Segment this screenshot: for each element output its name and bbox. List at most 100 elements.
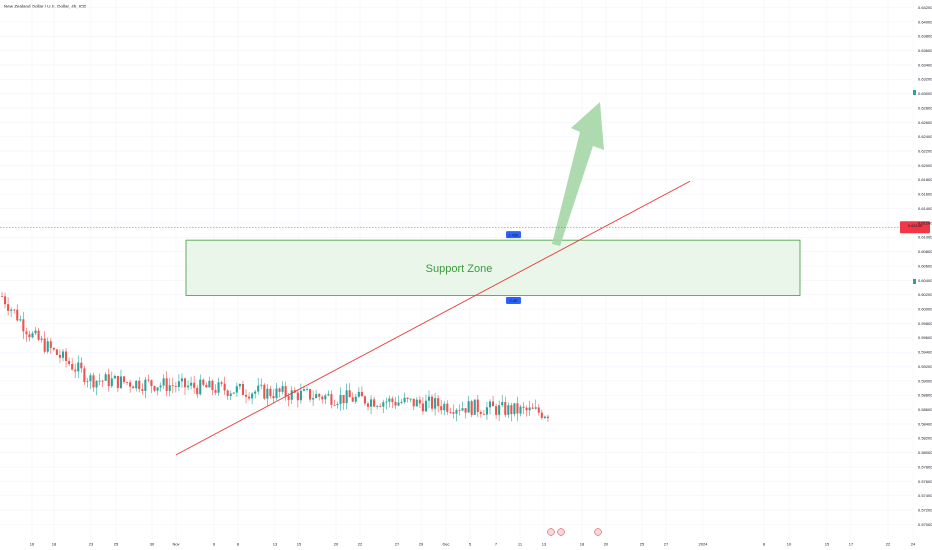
candle-body xyxy=(55,349,58,355)
candle-body xyxy=(516,403,519,414)
candle-body xyxy=(467,401,470,413)
candle-body xyxy=(199,379,202,395)
candles xyxy=(0,291,549,422)
candle-body xyxy=(217,382,220,393)
candle-body xyxy=(345,390,348,404)
x-tick-label: 25 xyxy=(114,542,119,547)
x-tick-label: 20 xyxy=(604,542,609,547)
candle-body xyxy=(162,378,165,386)
markers: 2.42K 2.4K xyxy=(506,231,521,304)
x-tick-label: Dec xyxy=(442,542,449,547)
candle-body xyxy=(113,375,116,379)
candle-body xyxy=(144,379,147,391)
candle-body xyxy=(214,390,217,393)
event-flag-icon xyxy=(594,528,602,536)
arrow-shape xyxy=(552,102,604,246)
candle-body xyxy=(452,412,455,414)
candle-body xyxy=(275,388,278,399)
candle-body xyxy=(424,400,427,412)
candle-body xyxy=(10,309,13,311)
marker-top[interactable] xyxy=(506,231,521,239)
candle-body xyxy=(77,362,80,372)
candle-body xyxy=(376,405,379,407)
grid xyxy=(0,0,914,540)
candle-body xyxy=(223,383,226,391)
y-tick-label: 0.62600 xyxy=(918,120,932,125)
candle-body xyxy=(119,376,122,389)
candle-body xyxy=(397,402,400,406)
x-tick-label: 5 xyxy=(469,542,472,547)
candle-body xyxy=(321,396,324,400)
candle-body xyxy=(412,398,415,407)
candle-body xyxy=(488,401,492,408)
y-tick-label: 0.60600 xyxy=(918,263,932,268)
x-tick-label: 29 xyxy=(419,542,424,547)
y-tick-label: 0.63000 xyxy=(918,91,932,96)
candle-body xyxy=(241,383,244,395)
candle-body xyxy=(312,398,315,400)
candle-body xyxy=(13,309,16,311)
y-tick-label: 0.58600 xyxy=(918,407,932,412)
candle-body xyxy=(534,407,537,409)
candle-body xyxy=(98,380,101,382)
candle-body xyxy=(147,379,150,381)
x-tick-label: 10 xyxy=(787,542,792,547)
candle-body xyxy=(318,394,321,397)
candle-body xyxy=(461,408,464,411)
candle-body xyxy=(205,384,208,388)
candle-body xyxy=(513,403,516,415)
candle-body xyxy=(546,416,549,419)
y-tick-label: 0.62200 xyxy=(918,149,932,154)
candle-body xyxy=(296,392,299,401)
candle-body xyxy=(351,397,354,402)
candle-body xyxy=(284,386,287,397)
candle-body xyxy=(138,380,141,390)
candle-body xyxy=(126,381,129,383)
up-arrow[interactable] xyxy=(552,102,604,246)
candle-body xyxy=(434,398,437,409)
candle-body xyxy=(40,338,43,340)
marker-bottom-label: 2.4K xyxy=(509,298,518,303)
x-tick-label: 24 xyxy=(911,542,916,547)
candle-body xyxy=(74,369,77,372)
trendline[interactable] xyxy=(175,180,691,456)
y-tick-label: 0.59400 xyxy=(918,350,932,355)
candle-body xyxy=(406,397,409,399)
price-tag-label: 0.61140 xyxy=(908,223,923,228)
y-tick-label: 0.58200 xyxy=(918,436,932,441)
y-tick-label: 0.59600 xyxy=(918,335,932,340)
y-tick-label: 0.61200 xyxy=(918,220,932,225)
price-axis[interactable]: 0.64200 0.64000 0.63800 0.63600 0.63400 0.632… xyxy=(913,5,932,527)
candle-body xyxy=(122,376,126,382)
x-tick-label: 18 xyxy=(580,542,585,547)
x-tick-label: 8 xyxy=(237,542,240,547)
y-tick-label: 0.61600 xyxy=(918,192,932,197)
event-icons xyxy=(547,528,602,536)
time-axis[interactable]: 16 18 23 25 30 Nov 6 8 13 15 20 22 27 29 Dec 5 7 11 13 18 20… xyxy=(30,542,916,547)
support-zone-rect[interactable] xyxy=(185,239,801,296)
candle-body xyxy=(116,375,119,389)
y-tick-label: 0.63600 xyxy=(918,48,932,53)
x-tick-label: 15 xyxy=(297,542,302,547)
candle-body xyxy=(315,394,318,399)
y-tick-label: 0.62000 xyxy=(918,163,932,168)
candle-body xyxy=(278,388,281,392)
candle-body xyxy=(400,402,403,403)
candle-body xyxy=(507,405,510,415)
candle-body xyxy=(107,374,110,387)
candle-body xyxy=(281,386,284,392)
candle-body xyxy=(248,396,251,399)
y-tick-label: 0.57800 xyxy=(918,464,932,469)
candle-body xyxy=(226,390,229,396)
candle-body xyxy=(92,375,95,388)
candle-body xyxy=(464,408,467,413)
marker-bottom[interactable] xyxy=(506,296,521,304)
candle-body xyxy=(543,416,546,418)
candle-body xyxy=(449,411,452,413)
support-zone[interactable]: Support Zone xyxy=(185,239,801,296)
y-tick-label: 0.62800 xyxy=(918,105,932,110)
candle-body xyxy=(19,319,22,321)
y-tick-label: 0.59000 xyxy=(918,378,932,383)
candle-body xyxy=(0,296,4,297)
